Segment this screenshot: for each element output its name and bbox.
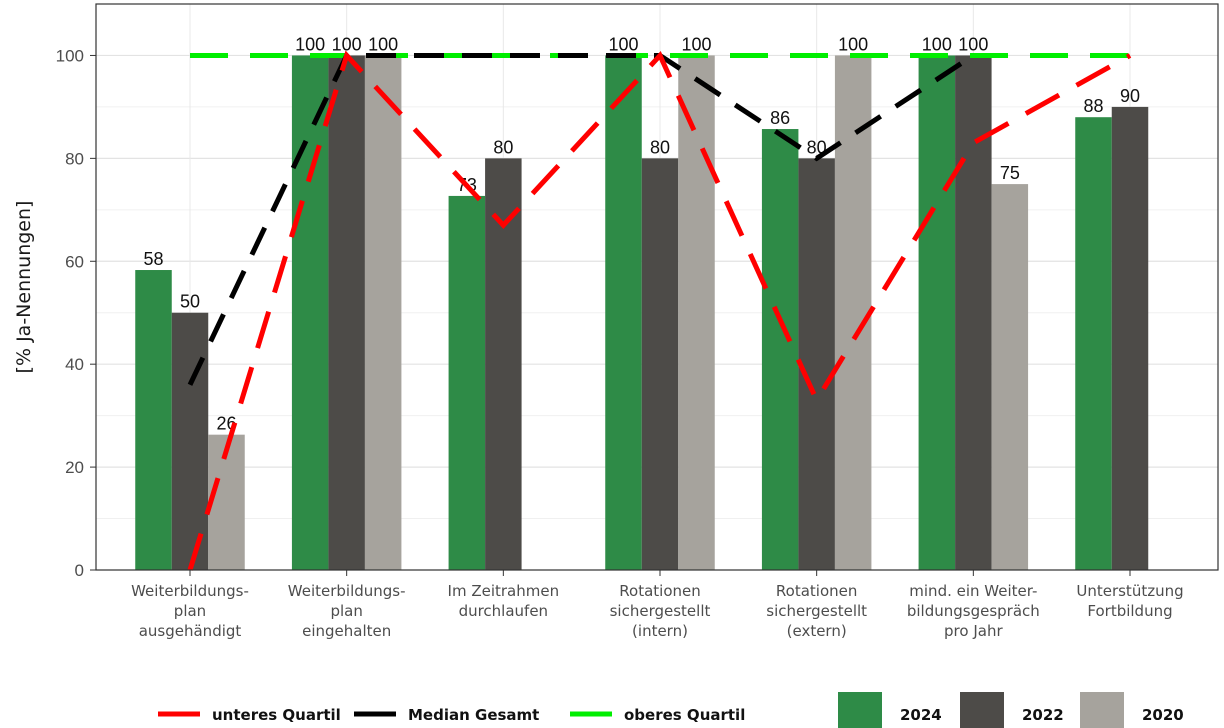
bar-2024 [605,55,642,571]
bar-2024 [291,55,329,571]
data-label: 86 [770,108,790,128]
bar-2022 [1111,106,1149,570]
bar-2024 [918,55,956,571]
x-tick-label: mind. ein Weiter- [909,582,1037,600]
data-label: 100 [295,34,325,54]
x-tick-label: bildungsgespräch [907,602,1040,620]
legend-label: oberes Quartil [624,706,745,724]
bar-2020 [834,55,872,571]
x-tick-label: Fortbildung [1087,602,1172,620]
bar-2022 [798,158,835,570]
data-label: 100 [681,34,711,54]
x-tick-label: plan [330,602,362,620]
data-label: 100 [332,34,362,54]
legend-label: Median Gesamt [408,706,539,724]
data-label: 100 [958,34,988,54]
data-label: 100 [922,34,952,54]
legend-label: 2022 [1022,706,1064,724]
bar-2020 [364,55,402,571]
data-label: 50 [180,292,200,312]
legend-key-2024 [838,692,882,728]
data-label: 75 [1000,163,1020,183]
legend-label: unteres Quartil [212,706,341,724]
y-tick-label: 40 [65,355,84,374]
bar-2024 [135,270,172,570]
y-tick-label: 80 [65,149,84,168]
x-tick-label: Weiterbildungs- [288,582,406,600]
x-tick-label: Im Zeitrahmen [448,582,560,600]
data-label: 80 [493,137,513,157]
bar-2020 [678,55,715,571]
x-tick-label: (extern) [787,622,847,640]
bar-2022 [955,55,992,571]
legend-label: 2020 [1142,706,1184,724]
x-tick-label: pro Jahr [944,622,1003,640]
x-tick-label: Weiterbildungs- [131,582,249,600]
x-tick-label: (intern) [632,622,688,640]
data-label: 88 [1083,96,1103,116]
bar-2020 [991,184,1029,570]
y-tick-label: 60 [65,252,84,271]
data-label: 80 [650,137,670,157]
y-axis-label: [% Ja-Nennungen] [13,201,35,374]
data-label: 58 [143,249,163,269]
x-tick-label: durchlaufen [459,602,549,620]
line-unteres-quartil [187,50,1132,571]
data-label: 90 [1120,86,1140,106]
legend-key-2022 [960,692,1004,728]
x-tick-label: Rotationen [619,582,700,600]
plot-frame [95,3,1219,571]
x-tick-label: plan [174,602,206,620]
y-tick-label: 0 [75,561,84,580]
legend-label: 2024 [900,706,942,724]
x-tick-label: eingehalten [302,622,391,640]
line-median-gesamt [187,52,975,386]
y-tick-label: 20 [65,458,84,477]
x-tick-label: Unterstützung [1076,582,1183,600]
bar-2022 [485,158,522,570]
bar-2022 [171,312,209,570]
data-label: 100 [368,34,398,54]
bar-2024 [761,129,799,570]
data-label: 100 [838,34,868,54]
data-label: 100 [608,34,638,54]
legend-key-2020 [1080,692,1124,728]
y-tick-label: 100 [56,46,84,65]
bar-2024 [1075,117,1112,570]
x-tick-label: Rotationen [776,582,857,600]
x-tick-label: sichergestellt [610,602,711,620]
x-tick-label: ausgehändigt [139,622,242,640]
bar-2024 [448,195,486,570]
bar-2022 [328,55,365,571]
x-tick-label: sichergestellt [766,602,867,620]
bar-2022 [641,158,679,570]
